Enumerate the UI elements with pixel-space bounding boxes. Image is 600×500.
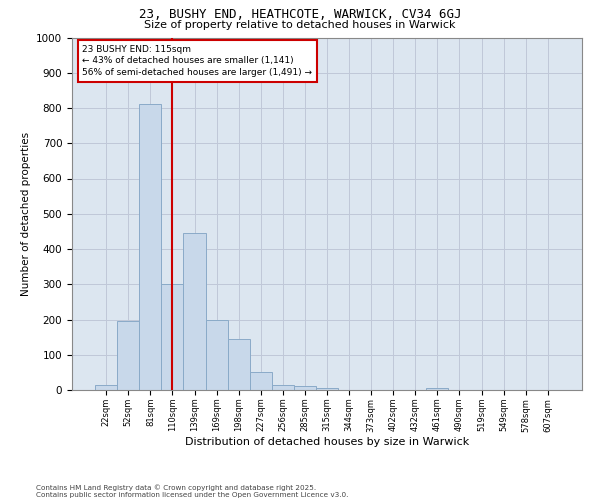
Bar [272, 384, 294, 390]
Bar [206, 320, 227, 390]
Bar [117, 322, 139, 390]
Bar [250, 372, 272, 390]
Bar [427, 388, 448, 390]
Text: Contains public sector information licensed under the Open Government Licence v3: Contains public sector information licen… [36, 492, 349, 498]
Bar [316, 388, 338, 390]
Bar [227, 339, 250, 390]
Bar [184, 233, 206, 390]
Text: 23 BUSHY END: 115sqm
← 43% of detached houses are smaller (1,141)
56% of semi-de: 23 BUSHY END: 115sqm ← 43% of detached h… [82, 44, 312, 77]
Bar [95, 384, 117, 390]
Text: Size of property relative to detached houses in Warwick: Size of property relative to detached ho… [144, 20, 456, 30]
Bar [139, 104, 161, 390]
Y-axis label: Number of detached properties: Number of detached properties [20, 132, 31, 296]
Bar [161, 284, 184, 390]
Text: 23, BUSHY END, HEATHCOTE, WARWICK, CV34 6GJ: 23, BUSHY END, HEATHCOTE, WARWICK, CV34 … [139, 8, 461, 20]
Bar [294, 386, 316, 390]
X-axis label: Distribution of detached houses by size in Warwick: Distribution of detached houses by size … [185, 437, 469, 447]
Text: Contains HM Land Registry data © Crown copyright and database right 2025.: Contains HM Land Registry data © Crown c… [36, 484, 316, 491]
